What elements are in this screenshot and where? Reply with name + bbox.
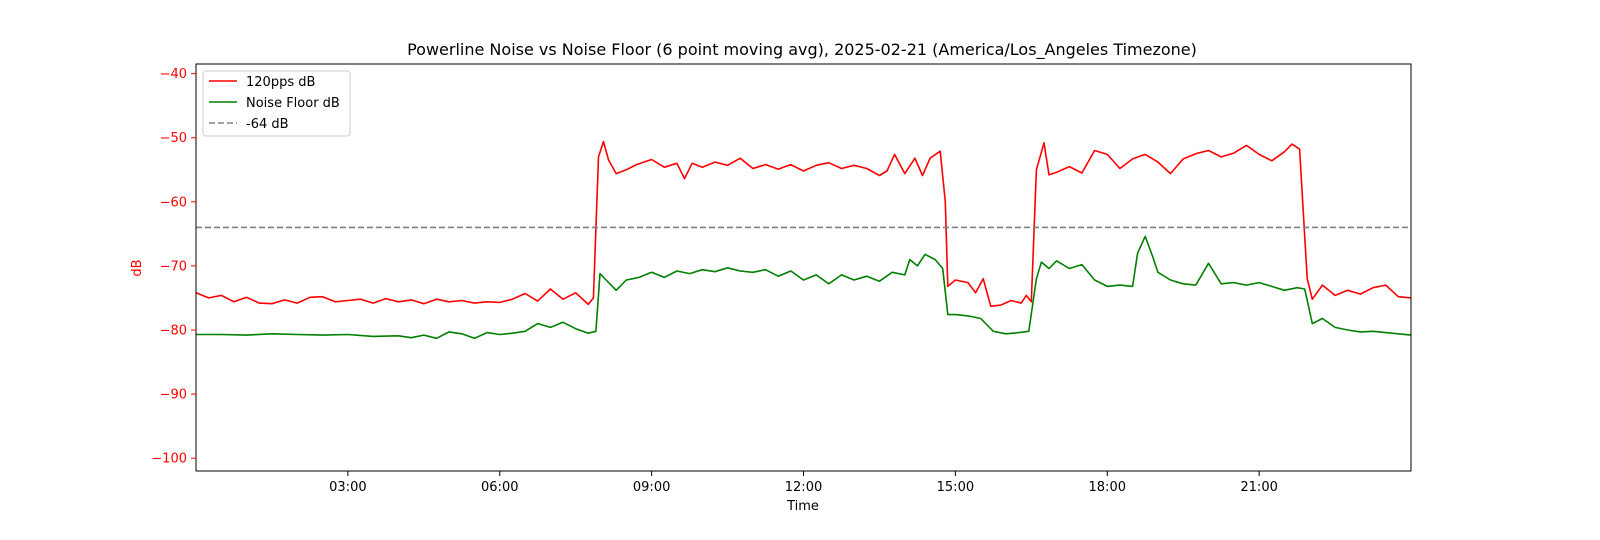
- x-tick-label: 15:00: [937, 480, 974, 495]
- x-tick-label: 03:00: [329, 480, 366, 495]
- y-axis-label: dB: [130, 259, 145, 276]
- y-tick-label: −90: [160, 388, 187, 403]
- x-tick-label: 09:00: [633, 480, 670, 495]
- y-tick-label: −100: [151, 452, 187, 467]
- x-axis-ticks: 03:00 06:00 09:00 12:00 15:00 18:00 21:00: [329, 471, 1278, 495]
- x-tick-label: 06:00: [481, 480, 518, 495]
- y-tick-label: −50: [160, 131, 187, 146]
- x-tick-label: 21:00: [1240, 480, 1277, 495]
- series-line-0: [195, 140, 1412, 308]
- chart-title: Powerline Noise vs Noise Floor (6 point …: [407, 40, 1197, 60]
- x-tick-label: 12:00: [785, 480, 822, 495]
- legend-box: [202, 70, 351, 137]
- y-axis-ticks: −40 −50 −60 −70 −80 −90 −100: [151, 67, 196, 467]
- plot-frame: [195, 63, 1412, 472]
- x-tick-label: 18:00: [1089, 480, 1126, 495]
- plot-area: [195, 63, 1412, 472]
- legend-label-0: 120pps dB: [246, 75, 315, 90]
- y-tick-label: −70: [160, 259, 187, 274]
- y-tick-label: −40: [160, 67, 187, 82]
- y-tick-label: −80: [160, 323, 187, 338]
- series-line-1: [196, 235, 1412, 340]
- legend-label-2: -64 dB: [246, 117, 289, 132]
- legend-label-1: Noise Floor dB: [246, 96, 340, 111]
- x-axis-label: Time: [786, 499, 819, 514]
- y-tick-label: −60: [160, 195, 187, 210]
- legend: 120pps dB Noise Floor dB -64 dB: [202, 70, 351, 137]
